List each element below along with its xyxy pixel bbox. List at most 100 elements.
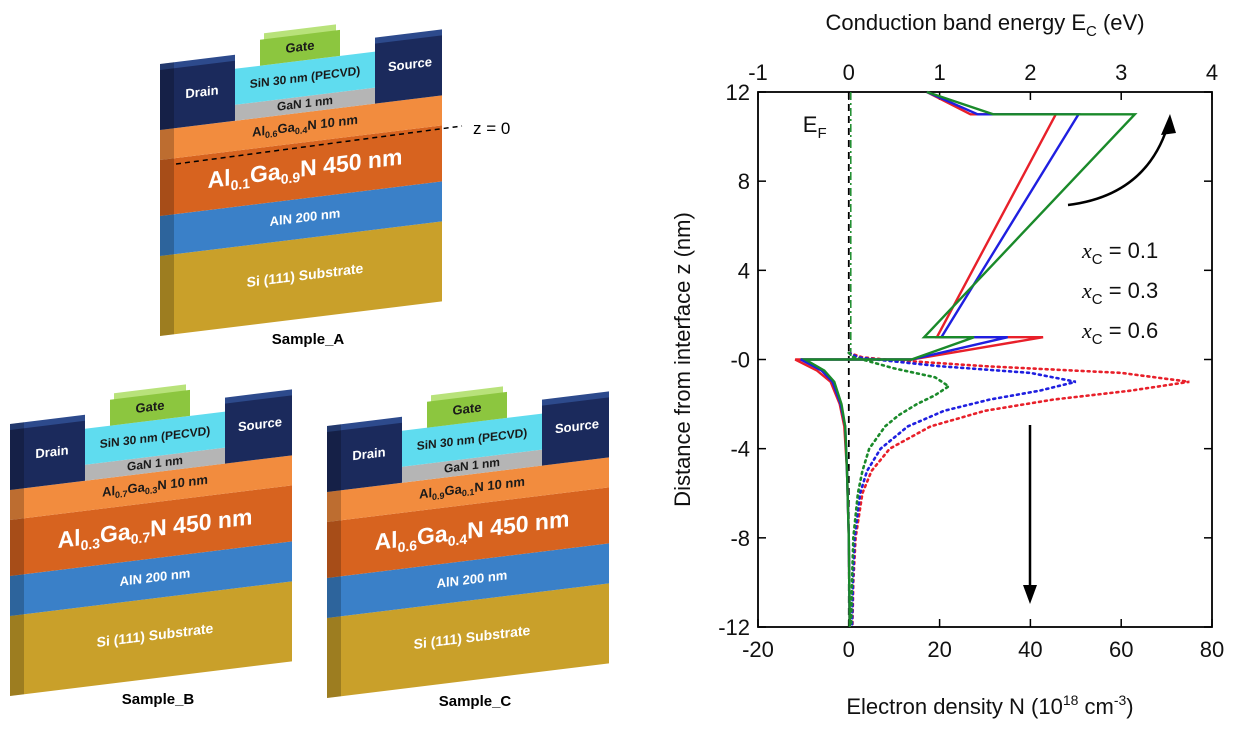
x-axis-title-part: ) [1126,694,1133,719]
gan-layer [235,87,375,121]
sin-layer [402,413,542,467]
gate [260,29,340,66]
barrier-layer [327,457,609,522]
x-tick-label: 0 [843,637,855,662]
shift-arrow-head [1161,114,1176,135]
barrier-label-part: 0.6 [265,129,277,140]
barrier-label-part: Al [419,486,432,503]
x2-tick-label: 4 [1206,60,1218,85]
x2-tick-label: -1 [748,60,768,85]
channel-label-part: Ga [100,518,131,548]
side-shade [10,422,24,696]
sin-layer [85,411,225,465]
x2-tick-label: 3 [1115,60,1127,85]
channel-layer [160,125,442,216]
barrier-label-part: Al [102,484,115,501]
x-axis-title-part: cm [1078,694,1113,719]
fermi-label: EF [803,112,827,142]
channel-label-part: Al [58,524,81,553]
source-label: Source [555,416,599,436]
gan-label: GaN 1 nm [277,93,333,114]
drain [327,422,402,492]
barrier-label-part: N 10 nm [307,112,358,133]
x2-axis-title: Conduction band energy EC (eV) [825,10,1144,40]
barrier-label-part: N 10 nm [474,474,525,495]
drain-label: Drain [35,442,68,461]
sample-name: Sample_A [272,331,345,348]
sample-name: Sample_B [122,691,195,708]
gate-label: Gate [136,398,165,416]
density-line [847,351,952,629]
interface-label: z = 0 [473,119,510,138]
density-line [847,351,1190,629]
channel-label-part: 0.1 [231,175,251,193]
shift-arrow [1067,117,1172,207]
gan-layer [402,449,542,483]
y-axis-title: Distance from interface z (nm) [670,212,695,507]
legend-entry-part: = 0.3 [1103,278,1159,303]
x-axis-title: Electron density N (1018 cm-3) [846,692,1133,719]
source [225,395,292,464]
drain-label: Drain [352,444,385,463]
barrier-label: Al0.7Ga0.3N 10 nm [102,472,208,502]
substrate-layer [327,583,609,698]
substrate-layer [160,221,442,336]
y-tick-label: 12 [726,80,750,105]
sin-layer [235,51,375,105]
channel-layer [327,487,609,578]
energy-line [800,90,1138,628]
barrier-label-part: 0.1 [462,487,474,498]
channel-label-part: 0.3 [81,535,101,553]
gan-label: GaN 1 nm [127,453,183,474]
source [542,397,609,466]
legend-entry-part: C [1092,251,1103,268]
x2-tick-label: 0 [843,60,855,85]
gate-label: Gate [286,38,315,56]
barrier-label: Al0.6Ga0.4N 10 nm [252,112,358,142]
barrier-label-part: 0.3 [145,485,157,496]
channel-label-part: 0.9 [281,169,301,187]
legend-entry: xC = 0.1 [1081,238,1158,268]
y-tick-label: -12 [718,615,750,640]
barrier-layer [160,95,442,160]
x2-axis-title-part: Conduction band energy E [825,10,1086,35]
barrier-label-part: 0.7 [115,489,127,500]
x-axis-title-part: Electron density N (10 [846,694,1062,719]
drain-label: Drain [185,82,218,101]
x2-tick-label: 1 [933,60,945,85]
legend-entry-part: x [1081,238,1092,263]
barrier-label-part: N 10 nm [157,472,208,493]
interface-line [175,125,463,165]
barrier-label-part: Ga [278,120,296,137]
x2-axis-title-part: (eV) [1097,10,1145,35]
source [375,35,442,104]
x-tick-label: 40 [1018,637,1042,662]
legend-entry: xC = 0.3 [1081,278,1158,308]
down-arrow-head [1023,585,1037,604]
y-tick-label: 8 [738,169,750,194]
barrier-label-part: 0.9 [432,491,444,502]
channel-label-part: 0.4 [448,531,468,549]
legend-entry: xC = 0.6 [1081,318,1158,348]
barrier-layer [10,455,292,520]
channel-label-part: 0.7 [131,529,151,547]
gate [427,391,507,428]
side-shade [327,424,341,698]
legend-entry-part: = 0.6 [1103,318,1159,343]
barrier-label-part: Ga [445,482,463,499]
fermi-label-part: F [817,125,826,142]
x2-tick-label: 2 [1024,60,1036,85]
legend-entry-part: C [1092,291,1103,308]
barrier-label-part: Al [252,124,265,141]
x-tick-label: 80 [1200,637,1224,662]
fermi-label-part: E [803,112,818,137]
barrier-label-part: 0.4 [295,125,307,136]
drain [10,420,85,490]
aln-layer [10,541,292,616]
x-tick-label: -20 [742,637,774,662]
y-tick-label: -8 [730,526,750,551]
